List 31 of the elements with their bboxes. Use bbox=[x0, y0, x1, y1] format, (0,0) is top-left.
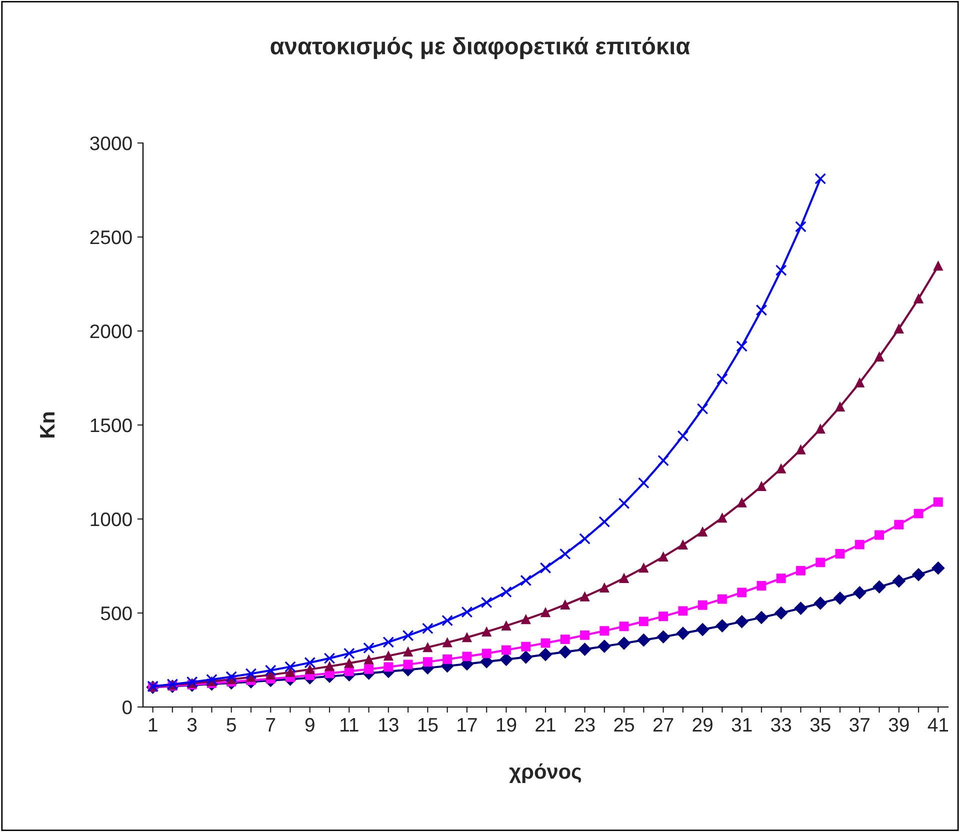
x-tick-label: 3 bbox=[187, 718, 197, 732]
x-tick-label: 41 bbox=[928, 718, 948, 732]
y-tick-label: 2000 bbox=[90, 324, 132, 338]
x-tick-label: 33 bbox=[771, 718, 792, 732]
x-tick-label: 7 bbox=[266, 718, 276, 732]
y-tick-label: 1500 bbox=[90, 418, 132, 432]
y-tick-label: 0 bbox=[122, 700, 132, 714]
x-tick-label: 13 bbox=[379, 718, 398, 732]
chart-title: ανατοκισμός με διαφορετικά επιτόκια bbox=[270, 36, 690, 60]
x-axis-title: χρόνος bbox=[509, 763, 582, 783]
x-tick-label: 1 bbox=[148, 718, 158, 732]
x-tick-label: 27 bbox=[653, 718, 674, 732]
x-tick-label: 31 bbox=[732, 718, 752, 732]
x-tick-label: 21 bbox=[536, 718, 556, 732]
y-tick-label: 500 bbox=[100, 606, 132, 620]
x-tick-label: 19 bbox=[496, 718, 516, 732]
x-tick-label: 39 bbox=[888, 718, 909, 732]
x-tick-label: 29 bbox=[692, 718, 712, 732]
y-tick-label: 1000 bbox=[90, 512, 132, 526]
y-tick-label: 3000 bbox=[90, 136, 132, 150]
x-tick-label: 25 bbox=[614, 718, 634, 732]
x-tick-label: 11 bbox=[340, 718, 358, 732]
x-tick-label: 23 bbox=[574, 718, 595, 732]
x-tick-label: 5 bbox=[226, 718, 236, 732]
x-tick-label: 15 bbox=[418, 718, 438, 732]
y-tick-label: 2500 bbox=[90, 230, 132, 244]
x-tick-label: 37 bbox=[850, 718, 870, 732]
x-tick-label: 9 bbox=[305, 718, 314, 732]
y-axis-title: Kn bbox=[40, 412, 54, 438]
x-tick-label: 17 bbox=[458, 718, 477, 732]
x-tick-label: 35 bbox=[810, 718, 830, 732]
